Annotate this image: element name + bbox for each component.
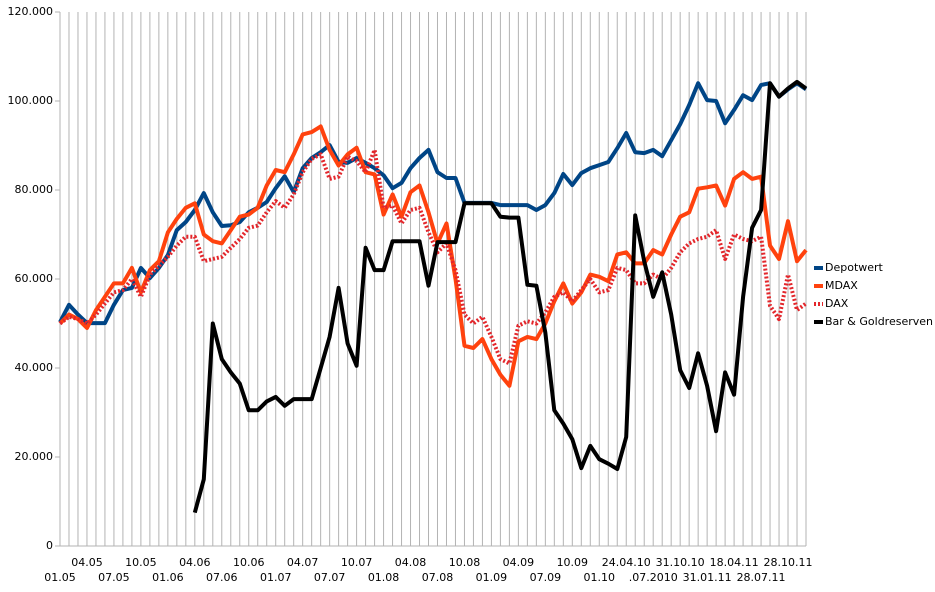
x-tick-label: 01.06: [152, 571, 184, 584]
x-tick-label: 04.08: [395, 556, 427, 569]
x-tick-label: 01.07: [260, 571, 292, 584]
y-tick-label: 20.000: [15, 450, 54, 463]
series-line: [192, 79, 808, 514]
x-tick-label: 10.06: [233, 556, 265, 569]
x-tick-label: 01.10: [584, 571, 616, 584]
x-tick-label: 31.10.10: [656, 556, 705, 569]
x-tick-label: 01.05: [44, 571, 76, 584]
x-tick-label: 07.08: [422, 571, 454, 584]
series-line: [58, 124, 808, 388]
legend-label: Depotwert: [825, 261, 884, 274]
x-tick-label: .07.2010: [629, 571, 678, 584]
legend-label: Bar & Goldreserven: [825, 315, 933, 328]
x-tick-label: 04.06: [179, 556, 211, 569]
legend-label: MDAX: [825, 279, 858, 292]
series-line: [58, 147, 808, 366]
x-tick-label: 28.10.11: [764, 556, 813, 569]
y-tick-label: 0: [46, 539, 53, 552]
x-tick-label: 04.05: [71, 556, 103, 569]
x-tick-label: 07.09: [530, 571, 562, 584]
x-tick-label: 31.01.11: [683, 571, 732, 584]
x-tick-label: 24.04.10: [602, 556, 651, 569]
x-tick-label: 01.09: [476, 571, 508, 584]
x-tick-label: 10.08: [449, 556, 481, 569]
y-tick-label: 100.000: [8, 94, 54, 107]
x-tick-label: 04.07: [287, 556, 319, 569]
x-tick-label: 07.07: [314, 571, 346, 584]
y-tick-label: 60.000: [15, 272, 54, 285]
x-tick-label: 01.08: [368, 571, 400, 584]
y-tick-label: 120.000: [8, 5, 54, 18]
y-tick-label: 80.000: [15, 183, 54, 196]
series-line: [58, 81, 808, 326]
x-tick-label: 10.07: [341, 556, 373, 569]
x-tick-label: 10.05: [125, 556, 157, 569]
x-tick-label: 10.09: [557, 556, 589, 569]
x-tick-label: 18.04.11: [710, 556, 759, 569]
x-tick-label: 07.05: [98, 571, 130, 584]
x-tick-label: 04.09: [503, 556, 535, 569]
y-tick-label: 40.000: [15, 361, 54, 374]
x-tick-label: 07.06: [206, 571, 238, 584]
legend-label: DAX: [825, 297, 849, 310]
x-tick-label: 28.07.11: [737, 571, 786, 584]
